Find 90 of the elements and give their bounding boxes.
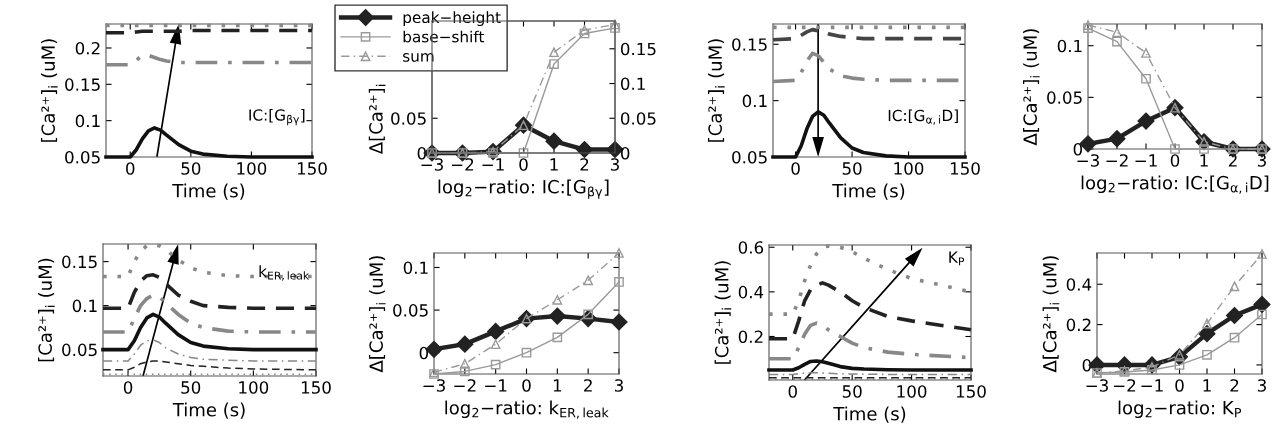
x-tick-label: 3 [614,379,623,392]
x-tick-label: −2 [454,379,476,392]
y-tick-label: 0.4 [738,285,764,299]
y-tick-label: 0.15 [62,255,97,269]
x-tick-label: −1 [1141,379,1163,392]
x-axis-title: log$_{2}$−ratio: k$_{ER,leak}$ [445,400,609,419]
y2-tick-label: 0.1 [620,77,645,91]
y2-tick-label: 0.05 [620,112,656,125]
y-tick-label: 0.05 [1047,91,1082,104]
x-tick-label: 100 [239,381,269,394]
x-tick-label: −2 [1106,154,1128,167]
x-tick-label: 150 [950,162,980,175]
y-tick-label: 0.1 [403,261,428,275]
y-tick-label: 0.2 [738,330,763,344]
y-tick-label: 0.05 [391,112,426,125]
x-tick-label: 1 [553,379,562,392]
x-tick-label: 50 [181,381,201,394]
y-axis-title: [Ca²⁺]$_{i}$ (uM) [708,39,725,142]
y-tick-label: 0.6 [738,241,764,254]
x-tick-label: −2 [451,158,474,171]
y-tick-label: 0.05 [65,150,100,164]
annotation: k$_{ER,leak}$ [259,265,310,281]
x-tick-label: 1 [1200,154,1208,167]
y-tick-label: 0.1 [1057,39,1082,53]
x-tick-label: −1 [482,158,504,171]
x-axis-title: Time (s) [833,406,906,423]
x-tick-label: 100 [894,162,924,175]
legend-label: sum [403,53,434,62]
x-tick-label: 0 [522,379,531,392]
y-tick-label: 0.2 [75,41,100,55]
x-axis-title: log$_{2}$−ratio: IC:[G$_{βγ}$] [438,179,609,199]
x-tick-label: −1 [1135,154,1157,167]
legend-label: base−shift [403,30,485,43]
y-tick-label: 0.2 [1066,318,1091,332]
x-tick-label: 0 [519,158,528,171]
x-tick-label: 100 [897,385,927,398]
x-tick-label: −3 [421,158,443,171]
x-tick-label: 0 [1175,379,1184,392]
y-axis-title: [Ca²⁺]$_{i}$ (uM) [41,39,58,142]
x-tick-label: 50 [842,385,862,398]
x-tick-label: −1 [485,379,507,392]
x-axis-title: Time (s) [172,183,245,200]
x-tick-label: 0 [1170,154,1180,167]
annotation: IC:[G$_{α,i}$D] [888,109,958,125]
x-tick-label: 0 [788,385,797,398]
y-tick-label: 0 [419,346,429,360]
y-tick-label: 0.05 [732,150,767,164]
x-tick-label: 2 [1230,379,1239,392]
y-tick-label: 0.05 [393,304,428,317]
x-tick-label: 50 [842,162,862,175]
x-axis-title: Time (s) [832,183,905,200]
x-tick-label: 1 [550,158,558,171]
legend-label: peak−height [403,11,501,27]
x-tick-label: 150 [956,385,986,398]
y-tick-label: 0.4 [1066,278,1092,291]
x-axis-title: log$_{2}$−ratio: IC:[G$_{α,i}$D] [1081,175,1269,194]
x-tick-label: 100 [237,162,267,175]
x-tick-label: 2 [584,379,592,392]
y-axis-title: Δ[Ca²⁺]$_{i}$ (uM) [1023,29,1040,146]
y-axis-title: Δ[Ca²⁺]$_{i}$ (uM) [1042,256,1060,373]
x-axis-title: log$_{2}$−ratio: K$_{P}$ [1118,400,1242,419]
x-tick-label: −3 [423,379,445,392]
x-tick-label: −3 [1077,154,1099,167]
x-tick-label: −3 [1086,379,1108,392]
x-tick-label: 0 [791,162,800,175]
annotation: K$_{P}$ [949,251,965,266]
annotation: IC:[G$_{βγ}$] [249,108,305,126]
y-axis-title: [Ca²⁺]$_{i}$ (uM) [714,261,732,364]
y-axis-title: Δ[Ca²⁺]$_{i}$ [368,84,386,155]
y-tick-label: 0.1 [75,114,100,128]
y-axis-title: Δ[Ca²⁺]$_{i}$ (uM) [369,256,386,373]
x-tick-label: 2 [580,158,589,171]
y2-tick-label: 0.15 [620,42,656,56]
y-tick-label: 0.05 [62,343,97,357]
x-axis-title: Time (s) [172,402,245,419]
x-tick-label: 50 [181,162,201,175]
x-tick-label: 3 [610,158,619,171]
x-tick-label: 1 [1203,379,1211,392]
y-tick-label: 0.15 [65,78,100,91]
x-tick-label: 3 [1257,379,1266,392]
y-tick-label: 0.1 [72,299,97,313]
y-axis-title: [Ca²⁺]$_{i}$ (uM) [38,258,55,362]
x-tick-label: 0 [123,381,133,394]
y-tick-label: 0.15 [732,38,767,51]
y-tick-label: 0 [1073,142,1083,156]
x-tick-label: −2 [1113,379,1136,392]
y-tick-label: 0.1 [742,94,767,108]
x-tick-label: 150 [297,162,327,175]
x-tick-label: 0 [126,162,135,175]
x-tick-label: 150 [301,381,331,394]
